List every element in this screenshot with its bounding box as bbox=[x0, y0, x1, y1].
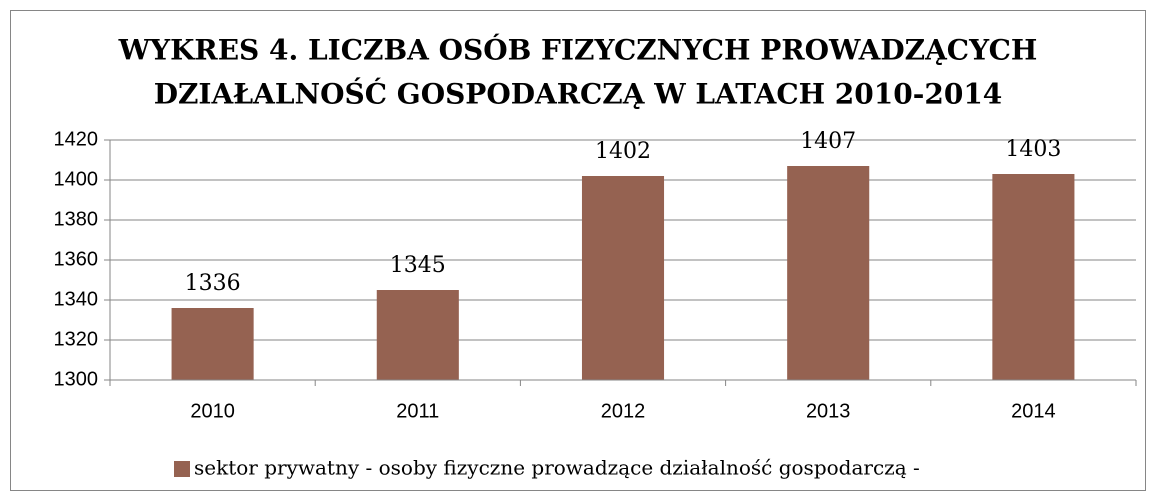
x-tick-label: 2012 bbox=[601, 400, 646, 422]
data-label: 1336 bbox=[185, 271, 241, 296]
bar bbox=[787, 166, 870, 380]
data-label: 1407 bbox=[800, 129, 856, 154]
data-label: 1402 bbox=[595, 139, 651, 164]
y-tick-label: 1360 bbox=[54, 248, 99, 270]
x-tick-label: 2011 bbox=[396, 400, 439, 422]
y-tick-label: 1340 bbox=[54, 288, 99, 310]
data-label: 1345 bbox=[390, 253, 446, 278]
bar bbox=[171, 308, 254, 380]
y-tick-label: 1300 bbox=[54, 368, 99, 390]
y-tick-label: 1380 bbox=[54, 208, 99, 230]
data-label: 1403 bbox=[1005, 137, 1061, 162]
y-tick-label: 1420 bbox=[54, 128, 99, 150]
bar bbox=[376, 290, 459, 380]
legend-swatch bbox=[174, 461, 190, 477]
x-tick-label: 2014 bbox=[1011, 400, 1056, 422]
legend-label: sektor prywatny - osoby fizyczne prowadz… bbox=[194, 456, 920, 480]
x-tick-label: 2010 bbox=[190, 400, 235, 422]
y-tick-label: 1320 bbox=[54, 328, 99, 350]
x-tick-label: 2013 bbox=[806, 400, 851, 422]
y-tick-label: 1400 bbox=[54, 168, 99, 190]
chart-border bbox=[10, 10, 1146, 491]
bar bbox=[992, 174, 1075, 380]
bar bbox=[581, 176, 665, 380]
chart-title: WYKRES 4. LICZBA OSÓB FIZYCZNYCH PROWADZ… bbox=[118, 33, 1038, 67]
chart-title: DZIAŁALNOŚĆ GOSPODARCZĄ W LATACH 2010-20… bbox=[154, 77, 1003, 111]
